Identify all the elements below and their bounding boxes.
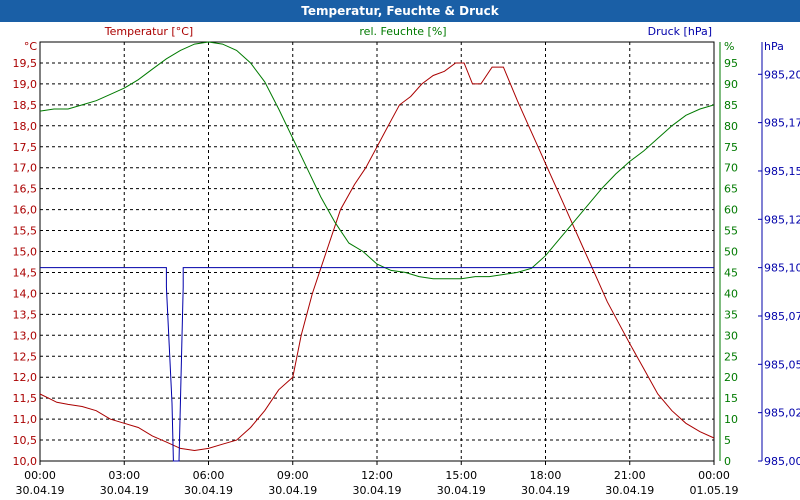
temperature-tick-label: 16,5 bbox=[13, 183, 38, 196]
temperature-tick-label: 16,0 bbox=[13, 204, 38, 217]
humidity-tick-label: 50 bbox=[724, 246, 738, 259]
axis-titles: °C% hPa Temperatur [°C] rel. Feuchte [%] Dru… bbox=[24, 25, 784, 53]
window-title-bar: Temperatur, Feuchte & Druck bbox=[0, 0, 800, 22]
series-line-pressure bbox=[40, 267, 714, 462]
humidity-tick-label: 25 bbox=[724, 350, 738, 363]
humidity-tick-label: 60 bbox=[724, 204, 738, 217]
x-tick-date-label: 30.04.19 bbox=[100, 484, 149, 497]
temperature-tick-label: 13,5 bbox=[13, 308, 38, 321]
humidity-tick-label: 75 bbox=[724, 141, 738, 154]
series-lines bbox=[39, 41, 715, 462]
pressure-tick-label: 985,20 bbox=[764, 68, 800, 81]
pressure-tick-label: 985,02 bbox=[764, 407, 800, 420]
pressure-tick-label: 985,12 bbox=[764, 213, 800, 226]
humidity-tick-label: 40 bbox=[724, 287, 738, 300]
x-tick-time-label: 21:00 bbox=[614, 469, 646, 482]
temperature-tick-label: 10,0 bbox=[13, 455, 38, 468]
x-tick-time-label: 06:00 bbox=[193, 469, 225, 482]
x-tick-date-label: 30.04.19 bbox=[353, 484, 402, 497]
pressure-tick-label: 985,17 bbox=[764, 117, 800, 130]
pressure-tick-label: 985,00 bbox=[764, 455, 800, 468]
temperature-tick-label: 11,5 bbox=[13, 392, 38, 405]
temperature-tick-label: 14,0 bbox=[13, 287, 38, 300]
chart-area: 10,0 10,5 11,0 11,5 12,0 12,5 13,0 13,5 14,0 14,5… bbox=[13, 25, 800, 497]
humidity-tick-label: 90 bbox=[724, 78, 738, 91]
x-tick-date-label: 30.04.19 bbox=[16, 484, 65, 497]
temperature-tick-label: 18,5 bbox=[13, 99, 38, 112]
x-tick-time-label: 03:00 bbox=[108, 469, 140, 482]
chart-grid bbox=[40, 42, 714, 461]
temperature-axis-title: Temperatur [°C] bbox=[104, 25, 193, 38]
humidity-tick-label: 30 bbox=[724, 329, 738, 342]
temperature-tick-label: 12,5 bbox=[13, 350, 38, 363]
humidity-tick-label: 95 bbox=[724, 57, 738, 70]
x-tick-date-label: 01.05.19 bbox=[690, 484, 739, 497]
temperature-tick-label: 10,5 bbox=[13, 434, 38, 447]
temperature-tick-label: 15,5 bbox=[13, 225, 38, 238]
x-tick-date-label: 30.04.19 bbox=[184, 484, 233, 497]
humidity-tick-label: 80 bbox=[724, 120, 738, 133]
series-line-humidity bbox=[39, 41, 715, 280]
axis-frames bbox=[39, 41, 763, 465]
humidity-tick-label: 10 bbox=[724, 413, 738, 426]
x-tick-time-label: 15:00 bbox=[445, 469, 477, 482]
humidity-tick-label: 85 bbox=[724, 99, 738, 112]
x-tick-date-label: 30.04.19 bbox=[268, 484, 317, 497]
pressure-axis-title: Druck [hPa] bbox=[648, 25, 712, 38]
temperature-tick-label: 17,0 bbox=[13, 162, 38, 175]
x-tick-time-label: 12:00 bbox=[361, 469, 393, 482]
temperature-unit-label: °C bbox=[24, 40, 38, 53]
temperature-tick-label: 19,0 bbox=[13, 78, 38, 91]
humidity-tick-label: 45 bbox=[724, 266, 738, 279]
temperature-tick-label: 11,0 bbox=[13, 413, 38, 426]
humidity-tick-label: 55 bbox=[724, 225, 738, 238]
x-tick-time-label: 00:00 bbox=[698, 469, 730, 482]
x-tick-date-label: 30.04.19 bbox=[437, 484, 486, 497]
temperature-tick-label: 12,0 bbox=[13, 371, 38, 384]
humidity-tick-label: 15 bbox=[724, 392, 738, 405]
pressure-tick-label: 985,10 bbox=[764, 262, 800, 275]
humidity-tick-label: 70 bbox=[724, 162, 738, 175]
humidity-tick-label: 65 bbox=[724, 183, 738, 196]
pressure-unit-label: hPa bbox=[764, 40, 784, 53]
humidity-unit-label: % bbox=[724, 40, 734, 53]
humidity-axis-title: rel. Feuchte [%] bbox=[359, 25, 446, 38]
x-tick-time-label: 09:00 bbox=[277, 469, 309, 482]
x-tick-time-label: 00:00 bbox=[24, 469, 56, 482]
x-tick-time-label: 18:00 bbox=[530, 469, 562, 482]
pressure-tick-label: 985,15 bbox=[764, 165, 800, 178]
humidity-tick-label: 0 bbox=[724, 455, 731, 468]
humidity-tick-label: 35 bbox=[724, 308, 738, 321]
pressure-tick-label: 985,05 bbox=[764, 358, 800, 371]
pressure-tick-label: 985,07 bbox=[764, 310, 800, 323]
temperature-tick-label: 13,0 bbox=[13, 329, 38, 342]
temperature-tick-label: 15,0 bbox=[13, 246, 38, 259]
series-line-temperature bbox=[39, 62, 715, 452]
temperature-tick-label: 18,0 bbox=[13, 120, 38, 133]
x-tick-date-label: 30.04.19 bbox=[521, 484, 570, 497]
x-tick-date-label: 30.04.19 bbox=[605, 484, 654, 497]
temperature-tick-label: 14,5 bbox=[13, 266, 38, 279]
humidity-tick-label: 5 bbox=[724, 434, 731, 447]
tick-labels: 10,0 10,5 11,0 11,5 12,0 12,5 13,0 13,5 14,0 14,5… bbox=[13, 57, 800, 497]
humidity-tick-label: 20 bbox=[724, 371, 738, 384]
temperature-tick-label: 17,5 bbox=[13, 141, 38, 154]
temperature-tick-label: 19,5 bbox=[13, 57, 38, 70]
